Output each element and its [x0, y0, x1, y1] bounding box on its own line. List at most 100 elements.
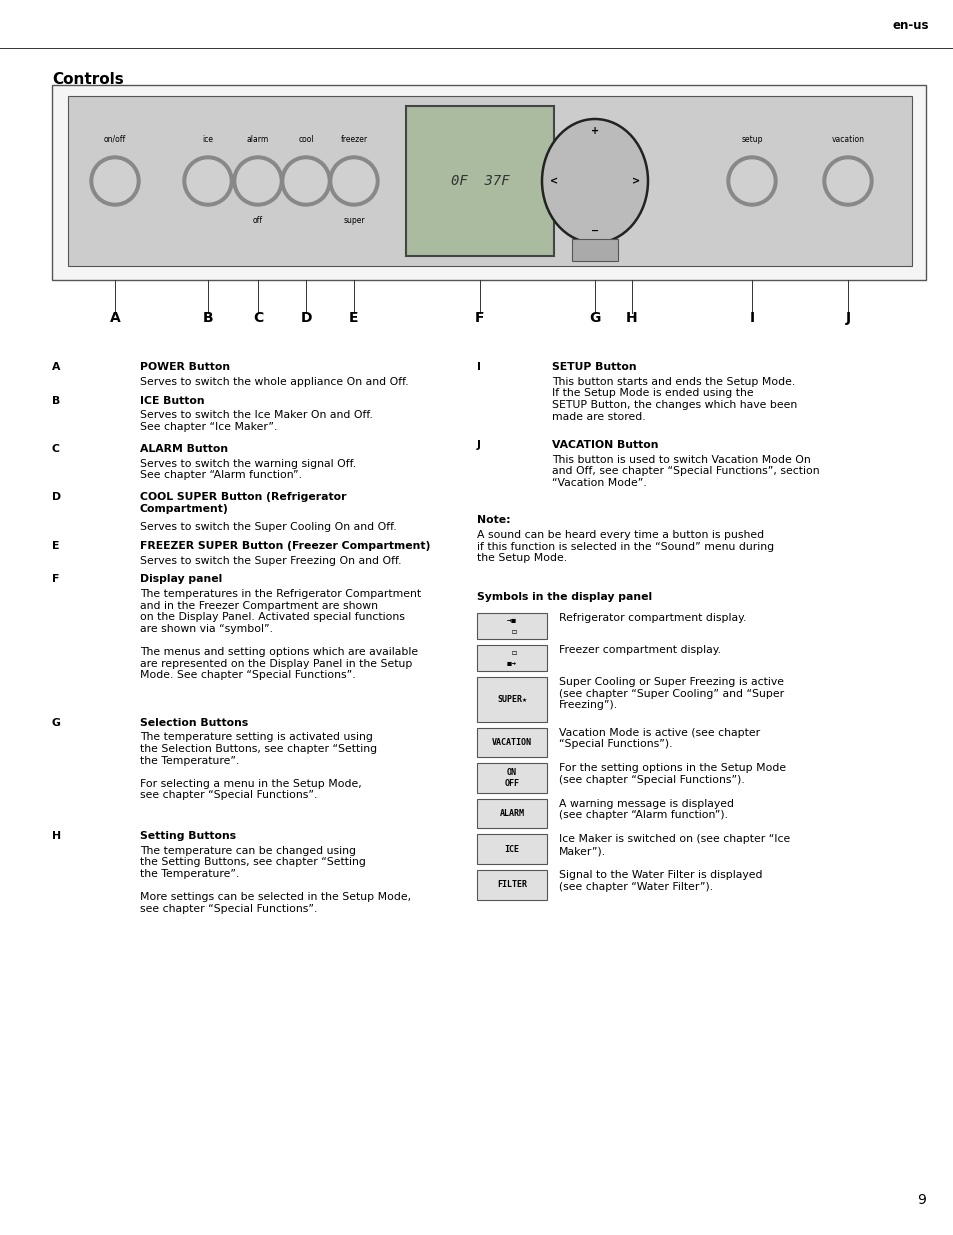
Bar	[406, 106, 554, 256]
Text: Note:: Note:	[476, 515, 510, 525]
Text: alarm: alarm	[247, 135, 269, 144]
Text: Controls: Controls	[52, 72, 124, 86]
Text: G: G	[589, 311, 600, 325]
Text: A sound can be heard every time a button is pushed
if this function is selected : A sound can be heard every time a button…	[476, 530, 773, 563]
Text: The temperature setting is activated using
the Selection Buttons, see chapter “S: The temperature setting is activated usi…	[140, 732, 376, 800]
Text: POWER Button: POWER Button	[140, 362, 230, 372]
Text: Serves to switch the warning signal Off.
See chapter “Alarm function”.: Serves to switch the warning signal Off.…	[140, 458, 355, 480]
Bar	[476, 763, 546, 793]
Text: super: super	[343, 216, 364, 225]
Text: F: F	[475, 311, 484, 325]
Text: FILTER: FILTER	[497, 881, 526, 889]
Bar	[476, 645, 546, 671]
Text: E: E	[52, 541, 59, 551]
Text: →◼
 ◻: →◼ ◻	[506, 616, 517, 636]
Ellipse shape	[541, 119, 647, 243]
Circle shape	[730, 161, 772, 203]
Text: Serves to switch the Super Freezing On and Off.: Serves to switch the Super Freezing On a…	[140, 556, 401, 566]
Text: C: C	[52, 445, 60, 454]
Text: The temperatures in the Refrigerator Compartment
and in the Freezer Compartment : The temperatures in the Refrigerator Com…	[140, 589, 420, 680]
Text: Symbols in the display panel: Symbols in the display panel	[476, 593, 652, 603]
Circle shape	[94, 161, 136, 203]
Circle shape	[285, 161, 327, 203]
Text: B: B	[52, 395, 60, 405]
Circle shape	[236, 161, 278, 203]
Bar	[476, 799, 546, 829]
Text: I: I	[476, 362, 480, 372]
Text: B: B	[202, 311, 213, 325]
Circle shape	[187, 161, 229, 203]
Text: >: >	[631, 177, 639, 186]
Text: on/off: on/off	[104, 135, 126, 144]
Text: 9: 9	[916, 1193, 925, 1207]
Text: D: D	[52, 493, 61, 503]
Bar	[52, 85, 925, 280]
Text: E: E	[349, 311, 358, 325]
Text: setup: setup	[740, 135, 762, 144]
Text: Signal to the Water Filter is displayed
(see chapter “Water Filter”).: Signal to the Water Filter is displayed …	[558, 869, 761, 892]
Text: Serves to switch the whole appliance On and Off.: Serves to switch the whole appliance On …	[140, 377, 408, 387]
Text: This button is used to switch Vacation Mode On
and Off, see chapter “Special Fun: This button is used to switch Vacation M…	[552, 454, 819, 488]
Text: For the setting options in the Setup Mode
(see chapter “Special Functions”).: For the setting options in the Setup Mod…	[558, 763, 785, 784]
Text: ICE Button: ICE Button	[140, 395, 204, 405]
Text: I: I	[749, 311, 754, 325]
Text: en-us: en-us	[892, 19, 928, 32]
Text: The temperature can be changed using
the Setting Buttons, see chapter “Setting
t: The temperature can be changed using the…	[140, 846, 411, 914]
Circle shape	[233, 156, 283, 206]
Text: off: off	[253, 216, 263, 225]
Text: ◻
◼→: ◻ ◼→	[506, 648, 517, 668]
Text: Setting Buttons: Setting Buttons	[140, 831, 236, 841]
Text: ice: ice	[202, 135, 213, 144]
Text: Refrigerator compartment display.: Refrigerator compartment display.	[558, 614, 745, 624]
Circle shape	[826, 161, 868, 203]
Text: ICE: ICE	[504, 845, 519, 853]
Text: Vacation Mode is active (see chapter
“Special Functions”).: Vacation Mode is active (see chapter “Sp…	[558, 727, 760, 750]
Text: Freezer compartment display.: Freezer compartment display.	[558, 645, 720, 656]
Text: −: −	[590, 226, 598, 236]
Text: F: F	[52, 574, 59, 584]
Text: A: A	[52, 362, 60, 372]
Bar	[476, 835, 546, 864]
Text: SETUP Button: SETUP Button	[552, 362, 636, 372]
Text: Selection Buttons: Selection Buttons	[140, 718, 248, 727]
Text: ON
OFF: ON OFF	[504, 768, 519, 788]
Bar	[476, 727, 546, 757]
Circle shape	[822, 156, 872, 206]
Text: VACATION: VACATION	[492, 737, 532, 747]
Text: VACATION Button: VACATION Button	[552, 440, 658, 450]
Text: G: G	[52, 718, 61, 727]
Text: A: A	[110, 311, 120, 325]
Text: cool: cool	[298, 135, 314, 144]
Bar	[476, 614, 546, 640]
Text: FREEZER SUPER Button (Freezer Compartment): FREEZER SUPER Button (Freezer Compartmen…	[140, 541, 430, 551]
Text: Serves to switch the Ice Maker On and Off.
See chapter “Ice Maker”.: Serves to switch the Ice Maker On and Of…	[140, 410, 373, 432]
Text: +: +	[590, 126, 598, 136]
Text: SUPER★: SUPER★	[497, 695, 526, 704]
Text: Ice Maker is switched on (see chapter “Ice
Maker”).: Ice Maker is switched on (see chapter “I…	[558, 835, 789, 856]
Bar	[476, 869, 546, 899]
Circle shape	[90, 156, 140, 206]
Text: Serves to switch the Super Cooling On and Off.: Serves to switch the Super Cooling On an…	[140, 522, 396, 532]
Text: freezer: freezer	[340, 135, 367, 144]
Bar	[476, 677, 546, 721]
Circle shape	[333, 161, 375, 203]
Text: H: H	[625, 311, 638, 325]
Text: vacation: vacation	[831, 135, 863, 144]
Text: COOL SUPER Button (Refrigerator
Compartment): COOL SUPER Button (Refrigerator Compartm…	[140, 493, 346, 514]
Text: Display panel: Display panel	[140, 574, 222, 584]
Text: J: J	[476, 440, 480, 450]
Text: Super Cooling or Super Freezing is active
(see chapter “Super Cooling” and “Supe: Super Cooling or Super Freezing is activ…	[558, 677, 783, 710]
Circle shape	[329, 156, 378, 206]
Text: ALARM Button: ALARM Button	[140, 445, 228, 454]
Text: This button starts and ends the Setup Mode.
If the Setup Mode is ended using the: This button starts and ends the Setup Mo…	[552, 377, 797, 421]
Text: ALARM: ALARM	[499, 809, 524, 818]
Bar	[572, 240, 618, 261]
Text: D: D	[300, 311, 312, 325]
Circle shape	[726, 156, 776, 206]
Text: A warning message is displayed
(see chapter “Alarm function”).: A warning message is displayed (see chap…	[558, 799, 733, 820]
Text: H: H	[52, 831, 61, 841]
Text: J: J	[844, 311, 850, 325]
Bar	[68, 96, 911, 266]
Circle shape	[281, 156, 331, 206]
Circle shape	[183, 156, 233, 206]
